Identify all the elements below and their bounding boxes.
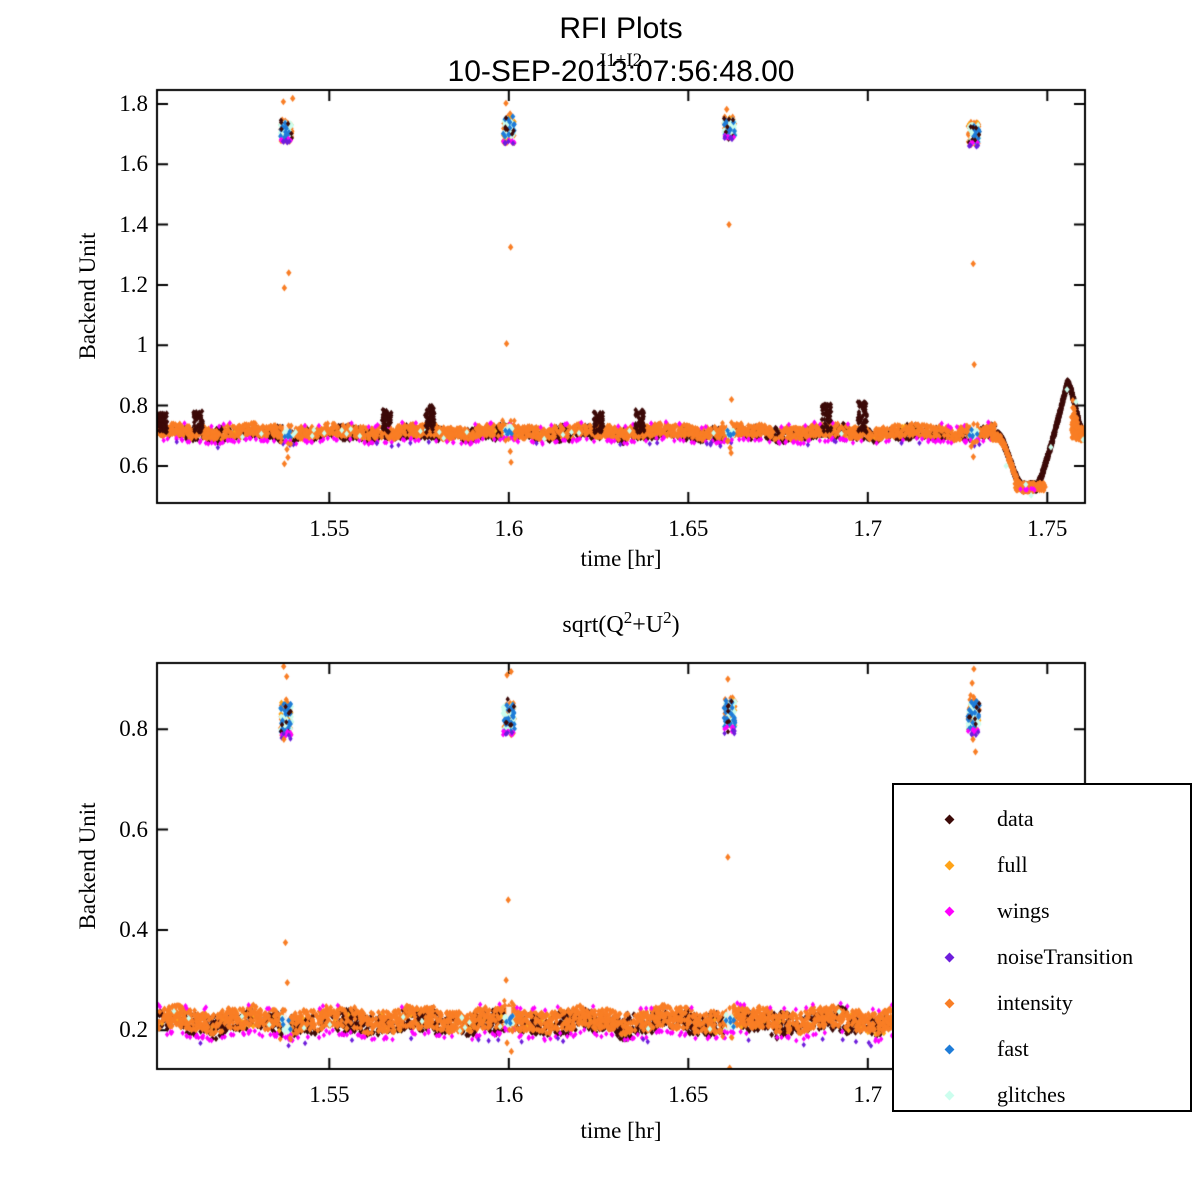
legend-label: fast: [997, 1036, 1029, 1061]
y-tick-label: 1.8: [119, 90, 148, 116]
legend-marker-icon: [944, 998, 955, 1008]
legend-marker-icon: [944, 1090, 955, 1100]
y-tick-label: 0.6: [119, 816, 148, 842]
legend-label: intensity: [997, 990, 1073, 1015]
y-tick-label: 1: [136, 332, 149, 358]
legend-marker-icon: [944, 860, 955, 870]
plot2-x-axis-label: time [hr]: [580, 1118, 662, 1143]
legend-marker-icon: [944, 906, 955, 916]
legend-label: noiseTransition: [997, 944, 1134, 969]
legend-label: glitches: [997, 1082, 1066, 1107]
y-tick-label: 0.6: [119, 452, 148, 478]
x-tick-label: 1.75: [1027, 516, 1068, 541]
legend-label: full: [997, 852, 1028, 877]
x-tick-label: 1.7: [853, 1082, 883, 1107]
figure-datetime: 10-SEP-2013:07:56:48.00: [447, 55, 795, 88]
y-tick-label: 1.4: [119, 211, 148, 237]
legend-entry: fast: [894, 1026, 1190, 1072]
legend-marker-icon: [944, 814, 955, 824]
legend-entry: noiseTransition: [894, 934, 1190, 980]
y-tick-label: 1.2: [119, 271, 148, 297]
legend-entry: data: [894, 796, 1190, 842]
x-tick-label: 1.65: [668, 1082, 709, 1107]
legend-label: wings: [997, 898, 1050, 923]
legend-entry: intensity: [894, 980, 1190, 1026]
figure-title: RFI Plots: [559, 12, 683, 45]
legend-label: data: [997, 806, 1034, 831]
y-tick-label: 1.6: [119, 151, 148, 177]
legend-entry: wings: [894, 888, 1190, 934]
y-tick-label: 0.8: [119, 716, 148, 742]
x-tick-label: 1.65: [668, 516, 709, 541]
x-tick-label: 1.55: [309, 516, 350, 541]
y-tick-label: 0.4: [119, 916, 148, 942]
y-tick-label: 0.2: [119, 1017, 148, 1043]
x-tick-label: 1.7: [853, 516, 883, 541]
legend: data full wings noiseTransition intensity fas…: [892, 783, 1192, 1112]
x-tick-label: 1.55: [309, 1082, 350, 1107]
x-tick-label: 1.6: [494, 516, 524, 541]
plot2-title: sqrt(Q2+U2): [562, 608, 680, 638]
plot1-title: I1+I2: [599, 50, 643, 71]
legend-marker-icon: [944, 1044, 955, 1054]
legend-list: data full wings noiseTransition intensity fas…: [894, 796, 1190, 1118]
legend-entry: full: [894, 842, 1190, 888]
plot1-x-axis-label: time [hr]: [580, 546, 662, 571]
legend-marker-icon: [944, 952, 955, 962]
legend-entry: glitches: [894, 1072, 1190, 1118]
x-tick-label: 1.6: [494, 1082, 524, 1107]
y-tick-label: 0.8: [119, 392, 148, 418]
